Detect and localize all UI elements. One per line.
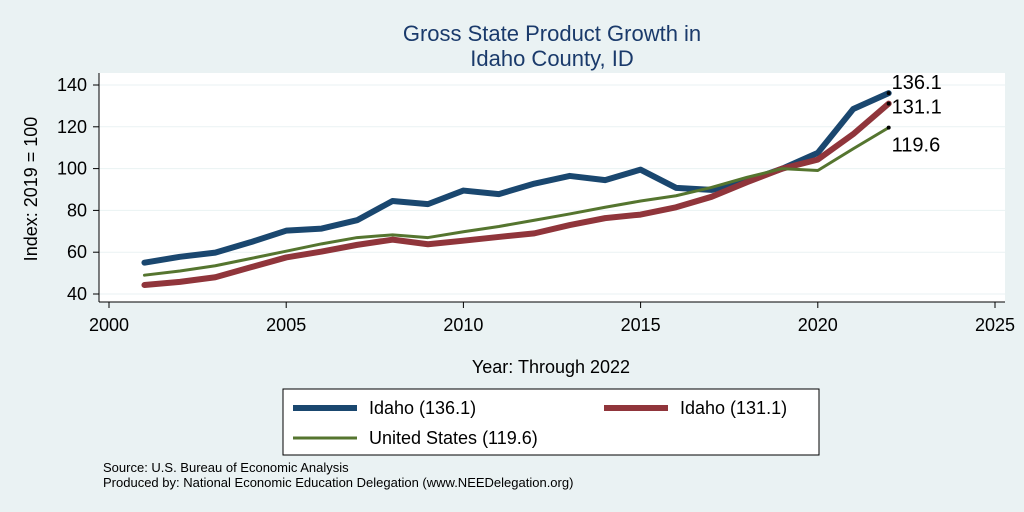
- x-axis: 2000 2005 2010 2015 2020 2025: [89, 301, 1015, 335]
- y-tick-label: 60: [67, 242, 87, 262]
- chart-title-line-1: Gross State Product Growth in: [403, 21, 701, 46]
- y-tick-label: 120: [57, 117, 87, 137]
- produced-by-note: Produced by: National Economic Education…: [103, 475, 573, 490]
- end-value-label: 136.1: [892, 72, 942, 94]
- x-tick-label: 2000: [89, 315, 129, 335]
- x-tick-label: 2015: [621, 315, 661, 335]
- x-tick-label: 2020: [798, 315, 838, 335]
- y-axis: 40 60 80 100 120 140: [57, 73, 100, 304]
- y-tick-label: 40: [67, 284, 87, 304]
- y-tick-label: 140: [57, 75, 87, 95]
- end-point-marker: [886, 125, 891, 130]
- legend-items: Idaho (136.1) Idaho (131.1) United States …: [293, 398, 787, 448]
- end-labels: 136.1 131.1 119.6: [886, 72, 942, 157]
- legend-label: Idaho (131.1): [680, 398, 787, 418]
- plot-area: [99, 73, 1005, 302]
- legend-box: [282, 388, 820, 456]
- end-point-marker: [886, 101, 891, 106]
- series-lines: [141, 90, 892, 289]
- end-point-marker: [886, 91, 891, 96]
- end-value-label: 131.1: [892, 97, 942, 119]
- x-axis-title: Year: Through 2022: [472, 357, 630, 377]
- y-tick-label: 80: [67, 200, 87, 220]
- x-tick-label: 2005: [266, 315, 306, 335]
- x-tick-label: 2025: [975, 315, 1015, 335]
- y-axis-title: Index: 2019 = 100: [21, 117, 41, 262]
- legend: Idaho (136.1) Idaho (131.1) United States …: [282, 388, 820, 456]
- y-tick-label: 100: [57, 159, 87, 179]
- series-line-3: [142, 126, 891, 277]
- legend-label: United States (119.6): [369, 428, 538, 448]
- source-note: Source: U.S. Bureau of Economic Analysis: [103, 460, 349, 475]
- end-value-label: 119.6: [892, 135, 941, 157]
- legend-label: Idaho (136.1): [369, 398, 476, 418]
- series-line-2: [141, 100, 892, 289]
- chart-title-line-2: Idaho County, ID: [470, 46, 633, 71]
- chart-title: Gross State Product Growth in Idaho Coun…: [403, 21, 701, 71]
- x-tick-label: 2010: [443, 315, 483, 335]
- gridlines: [99, 84, 1005, 295]
